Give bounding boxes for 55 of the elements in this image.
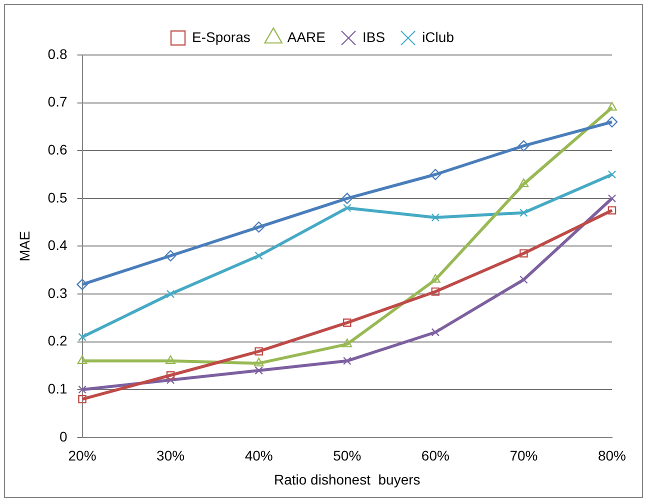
point	[608, 206, 616, 214]
point	[254, 252, 263, 260]
point	[518, 178, 529, 188]
point	[254, 347, 263, 356]
point	[518, 140, 530, 152]
x-tick-label: 50%	[333, 448, 362, 464]
y-tick-label: 0.3	[48, 284, 68, 301]
point	[254, 358, 264, 366]
point	[608, 170, 616, 179]
point	[342, 338, 352, 348]
point	[76, 278, 88, 290]
point	[166, 371, 175, 380]
point	[77, 355, 88, 364]
point	[166, 290, 175, 298]
point	[431, 287, 440, 296]
point	[607, 102, 617, 111]
point	[520, 276, 528, 284]
point	[166, 376, 175, 384]
y-axis-title: MAE	[16, 231, 32, 262]
point	[430, 274, 440, 283]
point	[430, 168, 442, 180]
point	[253, 221, 264, 233]
legend-label: AARE	[287, 28, 326, 45]
x-tick-label: 30%	[156, 448, 185, 464]
point	[342, 318, 352, 327]
x-tick-label: 40%	[244, 448, 273, 464]
y-tick-label: 0.5	[48, 189, 68, 206]
point	[342, 356, 352, 366]
point	[342, 192, 353, 204]
point	[606, 116, 618, 128]
y-tick-label: 0.8	[48, 46, 68, 62]
y-tick-label: 0.7	[48, 94, 68, 110]
y-tick-label: 0.1	[48, 380, 68, 396]
legend-label: IBS	[362, 28, 386, 45]
point	[520, 208, 528, 217]
y-tick-label: 0.4	[48, 237, 68, 254]
x-tick-label: 70%	[510, 448, 538, 464]
point	[78, 395, 86, 404]
point	[166, 355, 176, 364]
point	[608, 194, 616, 203]
point	[254, 366, 263, 375]
x-tick-label: 20%	[68, 448, 96, 464]
point	[342, 204, 352, 212]
y-tick-label: 0.6	[48, 141, 68, 158]
y-tick-label: 0	[59, 428, 68, 444]
x-tick-label: 60%	[421, 448, 450, 464]
legend-label: E-Sporas	[192, 28, 250, 45]
x-tick-label: 80%	[598, 448, 626, 464]
legend-label: iClub	[422, 28, 454, 45]
point	[520, 249, 528, 258]
y-tick-label: 0.2	[48, 332, 68, 349]
point	[431, 328, 440, 336]
x-axis-title: Ratio dishonest buyers	[274, 471, 420, 488]
point	[431, 213, 440, 222]
point	[164, 250, 176, 262]
